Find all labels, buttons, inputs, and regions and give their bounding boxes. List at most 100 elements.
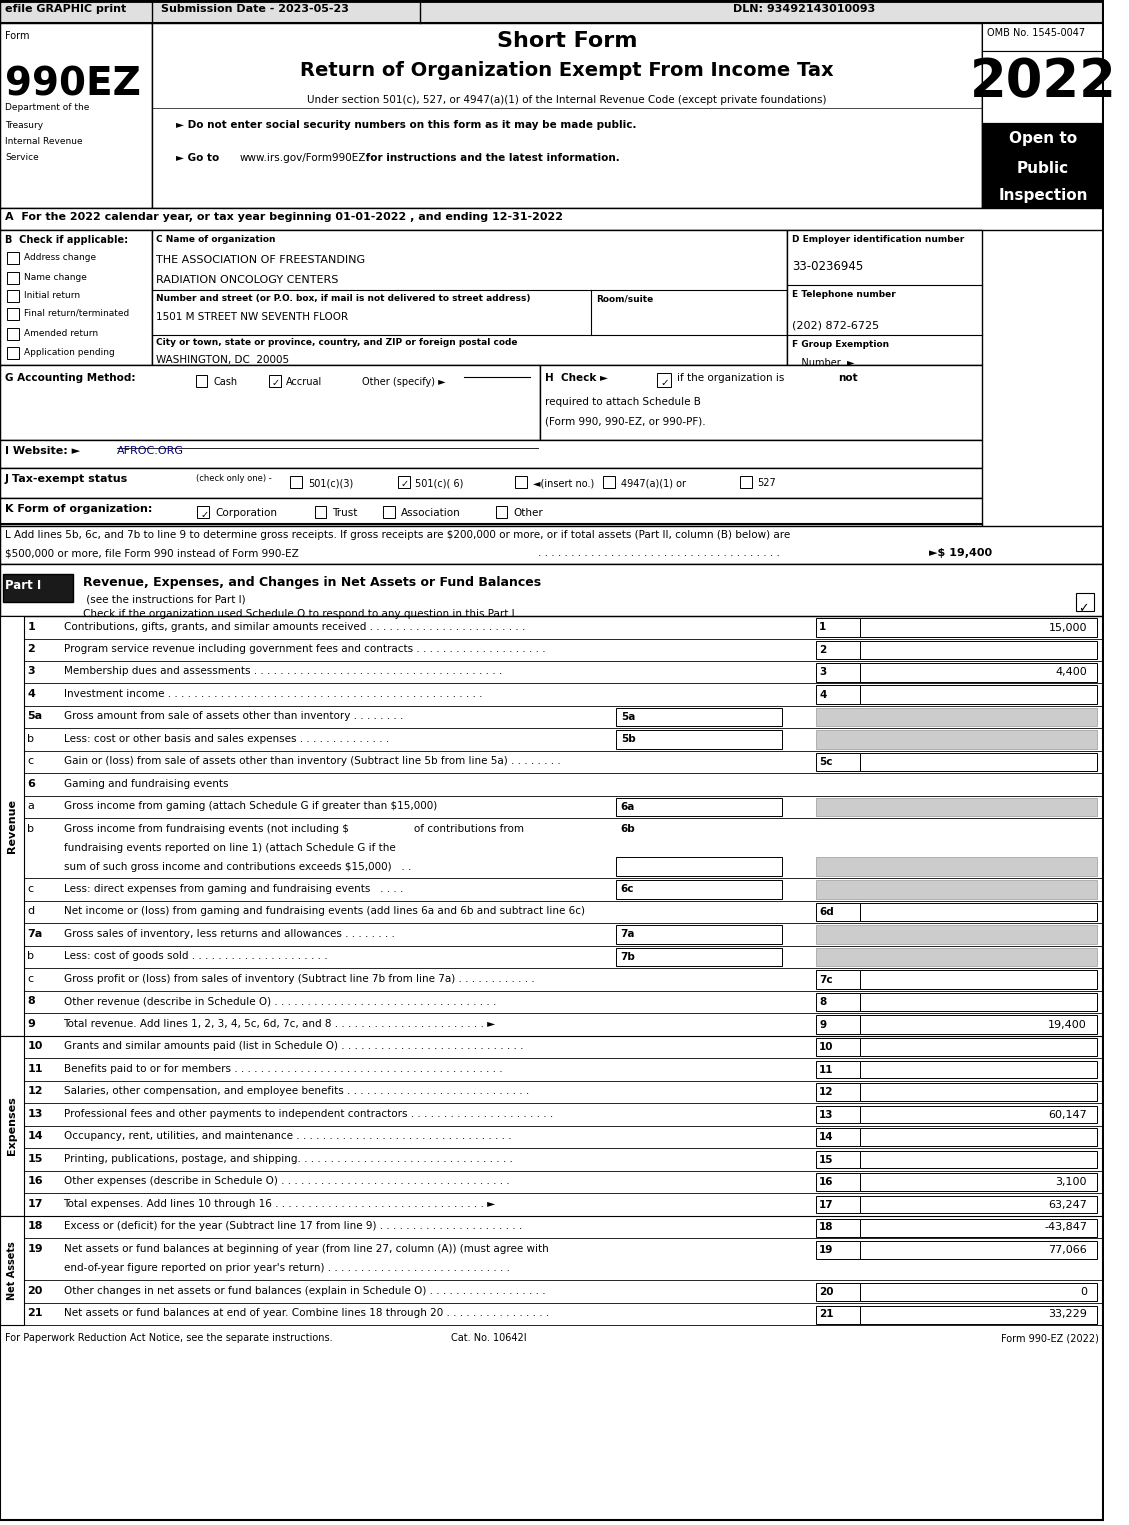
Text: not: not: [838, 374, 858, 383]
Bar: [816, 753, 860, 772]
Text: Public: Public: [1017, 162, 1069, 175]
Bar: [860, 1196, 1096, 1214]
Text: . . . . . . . . . . . . . . . . . . . . . . . . . . . . . . . . . . . . .: . . . . . . . . . . . . . . . . . . . . …: [537, 547, 782, 558]
Text: L Add lines 5b, 6c, and 7b to line 9 to determine gross receipts. If gross recei: L Add lines 5b, 6c, and 7b to line 9 to …: [5, 531, 790, 540]
Bar: [0, 1215, 25, 1325]
Bar: [0, 564, 1104, 616]
Bar: [151, 230, 787, 364]
Text: 19: 19: [820, 1244, 833, 1255]
Bar: [1076, 593, 1094, 612]
Text: 5c: 5c: [820, 758, 833, 767]
Bar: [7, 308, 18, 320]
Text: 7a: 7a: [27, 929, 43, 939]
Text: 5b: 5b: [621, 735, 636, 744]
Text: 1: 1: [820, 622, 826, 633]
Text: ✓: ✓: [272, 378, 280, 387]
Text: 1: 1: [27, 622, 35, 631]
Text: AFROC.ORG: AFROC.ORG: [117, 445, 184, 456]
Text: Submission Date - 2023-05-23: Submission Date - 2023-05-23: [161, 5, 349, 15]
Bar: [615, 880, 782, 900]
Text: Other expenses (describe in Schedule O) . . . . . . . . . . . . . . . . . . . . : Other expenses (describe in Schedule O) …: [63, 1176, 509, 1186]
Text: Accrual: Accrual: [287, 377, 323, 387]
Bar: [982, 50, 1104, 124]
Text: Gross income from fundraising events (not including $                    of cont: Gross income from fundraising events (no…: [63, 824, 524, 834]
Bar: [982, 124, 1104, 207]
Text: Program service revenue including government fees and contracts . . . . . . . . : Program service revenue including govern…: [63, 644, 545, 654]
Text: 4: 4: [27, 689, 35, 698]
Bar: [860, 970, 1096, 990]
Bar: [816, 1151, 860, 1168]
Text: E Telephone number: E Telephone number: [791, 290, 895, 299]
Bar: [615, 949, 782, 967]
Text: 8: 8: [27, 996, 35, 1006]
Text: 13: 13: [820, 1110, 833, 1119]
Text: 4: 4: [820, 689, 826, 700]
Bar: [315, 506, 326, 518]
Bar: [7, 252, 18, 264]
Text: Expenses: Expenses: [7, 1096, 17, 1156]
Text: THE ASSOCIATION OF FREESTANDING: THE ASSOCIATION OF FREESTANDING: [157, 255, 366, 265]
Text: 5a: 5a: [621, 712, 636, 721]
Text: 14: 14: [820, 1133, 834, 1142]
Text: City or town, state or province, country, and ZIP or foreign postal code: City or town, state or province, country…: [157, 339, 518, 348]
Bar: [0, 2, 1104, 23]
Text: Excess or (deficit) for the year (Subtract line 17 from line 9) . . . . . . . . : Excess or (deficit) for the year (Subtra…: [63, 1222, 522, 1232]
Text: 501(c)( 6): 501(c)( 6): [415, 477, 464, 488]
Text: 20: 20: [27, 1286, 43, 1296]
Text: OMB No. 1545-0047: OMB No. 1545-0047: [987, 27, 1085, 38]
Text: 19,400: 19,400: [1048, 1020, 1087, 1029]
Text: 15: 15: [27, 1154, 43, 1164]
Bar: [7, 271, 18, 284]
Bar: [603, 476, 615, 488]
Text: 6: 6: [27, 779, 35, 788]
Bar: [615, 857, 782, 877]
Text: Treasury: Treasury: [5, 120, 43, 130]
Bar: [816, 993, 860, 1011]
Bar: [198, 506, 209, 518]
Bar: [860, 993, 1096, 1011]
Bar: [860, 1305, 1096, 1324]
Text: K Form of organization:: K Form of organization:: [5, 503, 152, 514]
Text: Revenue: Revenue: [7, 799, 17, 852]
Text: Form 990-EZ (2022): Form 990-EZ (2022): [1000, 1333, 1099, 1344]
Bar: [3, 573, 73, 602]
Bar: [860, 1284, 1096, 1301]
Text: Professional fees and other payments to independent contractors . . . . . . . . : Professional fees and other payments to …: [63, 1109, 553, 1119]
Bar: [816, 1174, 860, 1191]
Bar: [0, 616, 25, 1035]
Bar: [860, 753, 1096, 772]
Bar: [860, 1083, 1096, 1101]
Text: Department of the: Department of the: [5, 104, 89, 111]
Bar: [816, 686, 860, 705]
Text: Return of Organization Exempt From Income Tax: Return of Organization Exempt From Incom…: [300, 61, 834, 79]
Text: 11: 11: [27, 1064, 43, 1074]
Text: c: c: [27, 756, 34, 767]
Text: Revenue, Expenses, and Changes in Net Assets or Fund Balances: Revenue, Expenses, and Changes in Net As…: [84, 576, 541, 589]
Text: 0: 0: [1080, 1287, 1087, 1296]
Bar: [7, 328, 18, 340]
Bar: [860, 903, 1096, 921]
Text: 9: 9: [820, 1020, 826, 1029]
Text: B  Check if applicable:: B Check if applicable:: [5, 235, 128, 246]
Bar: [383, 506, 395, 518]
Text: 7a: 7a: [621, 930, 636, 939]
Text: WASHINGTON, DC  20005: WASHINGTON, DC 20005: [157, 355, 289, 364]
Bar: [816, 1106, 860, 1124]
Text: 10: 10: [820, 1043, 833, 1052]
Text: Number  ►: Number ►: [791, 358, 855, 368]
Text: Gross income from gaming (attach Schedule G if greater than $15,000): Gross income from gaming (attach Schedul…: [63, 802, 437, 811]
Text: ► Do not enter social security numbers on this form as it may be made public.: ► Do not enter social security numbers o…: [176, 120, 637, 130]
Text: Cash: Cash: [213, 377, 237, 387]
Bar: [816, 1196, 860, 1214]
Bar: [151, 23, 982, 207]
Text: 16: 16: [27, 1176, 43, 1186]
Text: Gain or (loss) from sale of assets other than inventory (Subtract line 5b from l: Gain or (loss) from sale of assets other…: [63, 756, 560, 767]
Bar: [787, 230, 982, 364]
Bar: [816, 970, 860, 990]
Text: Benefits paid to or for members . . . . . . . . . . . . . . . . . . . . . . . . : Benefits paid to or for members . . . . …: [63, 1064, 502, 1074]
Text: 7c: 7c: [820, 974, 833, 985]
Text: Application pending: Application pending: [25, 348, 115, 357]
Text: 14: 14: [27, 1132, 43, 1142]
Text: 15: 15: [820, 1154, 833, 1165]
Text: Investment income . . . . . . . . . . . . . . . . . . . . . . . . . . . . . . . : Investment income . . . . . . . . . . . …: [63, 689, 482, 698]
